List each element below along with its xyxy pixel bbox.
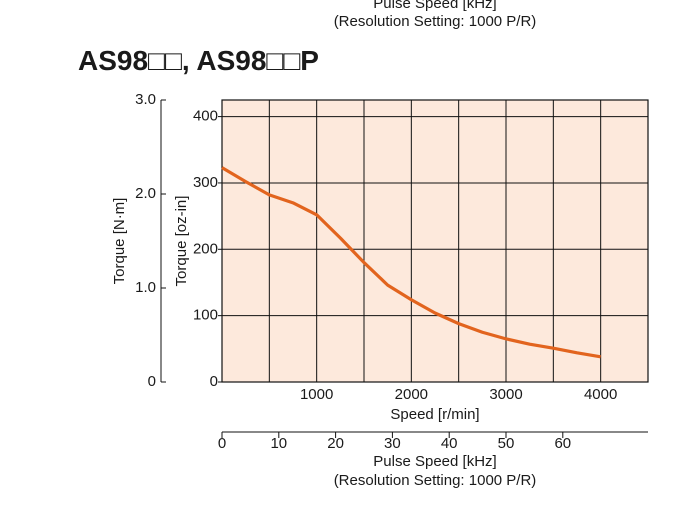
x2-tick-label: 0 <box>218 435 226 452</box>
torque-curve <box>221 166 601 359</box>
y-tick-label: 1.0 <box>135 279 156 296</box>
y2-tick-label: 200 <box>193 240 218 257</box>
x-tick-label: 3000 <box>489 386 522 403</box>
chart-title: AS98□□, AS98□□P <box>78 45 319 76</box>
y-tick-label: 2.0 <box>135 185 156 202</box>
x-tick-label: 2000 <box>395 386 428 403</box>
y-tick-label: 0 <box>148 373 156 390</box>
x2-tick-label: 40 <box>441 435 458 452</box>
plot-border <box>221 99 649 383</box>
y2-tick-label: 0 <box>210 373 218 390</box>
plot-area <box>222 100 648 382</box>
y2-tick-label: 100 <box>193 307 218 324</box>
y-axis-label: Torque [N·m] <box>111 198 128 285</box>
header-note: (Resolution Setting: 1000 P/R) <box>334 13 537 30</box>
x2-tick-label: 50 <box>498 435 515 452</box>
x2-tick-label: 60 <box>554 435 571 452</box>
x2-tick-label: 10 <box>270 435 287 452</box>
y2-axis-label: Torque [oz-in] <box>173 196 190 287</box>
x2-axis-note: (Resolution Setting: 1000 P/R) <box>334 472 537 489</box>
y-tick-label: 3.0 <box>135 91 156 108</box>
y2-tick-label: 400 <box>193 108 218 125</box>
x-tick-label: 4000 <box>584 386 617 403</box>
x-tick-label: 1000 <box>300 386 333 403</box>
x2-axis-label: Pulse Speed [kHz] <box>373 453 496 470</box>
x2-tick-label: 20 <box>327 435 344 452</box>
y2-tick-label: 300 <box>193 174 218 191</box>
header-label: Pulse Speed [kHz] <box>373 0 496 12</box>
x-axis-label: Speed [r/min] <box>390 406 479 423</box>
x2-tick-label: 30 <box>384 435 401 452</box>
